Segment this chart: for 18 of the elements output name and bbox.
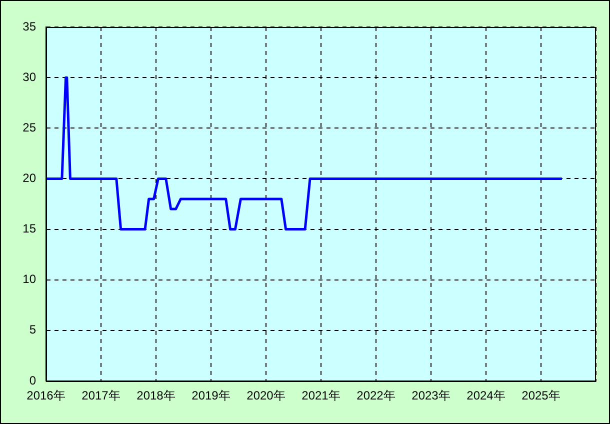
y-tick-label: 35	[22, 19, 36, 34]
x-tick-label: 2021年	[302, 388, 340, 403]
x-tick-label: 2025年	[522, 388, 560, 403]
y-tick-label: 0	[29, 373, 36, 388]
x-tick-label: 2018年	[136, 388, 176, 403]
x-tick-label: 2020年	[246, 388, 286, 403]
x-tick-label: 2024年	[466, 388, 506, 403]
y-tick-label: 30	[22, 70, 36, 84]
x-tick-label: 2017年	[82, 388, 120, 403]
y-tick-label: 15	[22, 222, 36, 236]
y-tick-label: 5	[29, 322, 36, 337]
x-tick-label: 2016年	[26, 388, 66, 403]
x-tick-label: 2023年	[412, 388, 450, 403]
y-tick-label: 25	[22, 120, 36, 134]
y-tick-label: 10	[22, 272, 36, 286]
x-tick-label: 2019年	[192, 388, 230, 403]
x-tick-label: 2022年	[356, 388, 396, 403]
y-tick-label: 20	[22, 171, 36, 186]
